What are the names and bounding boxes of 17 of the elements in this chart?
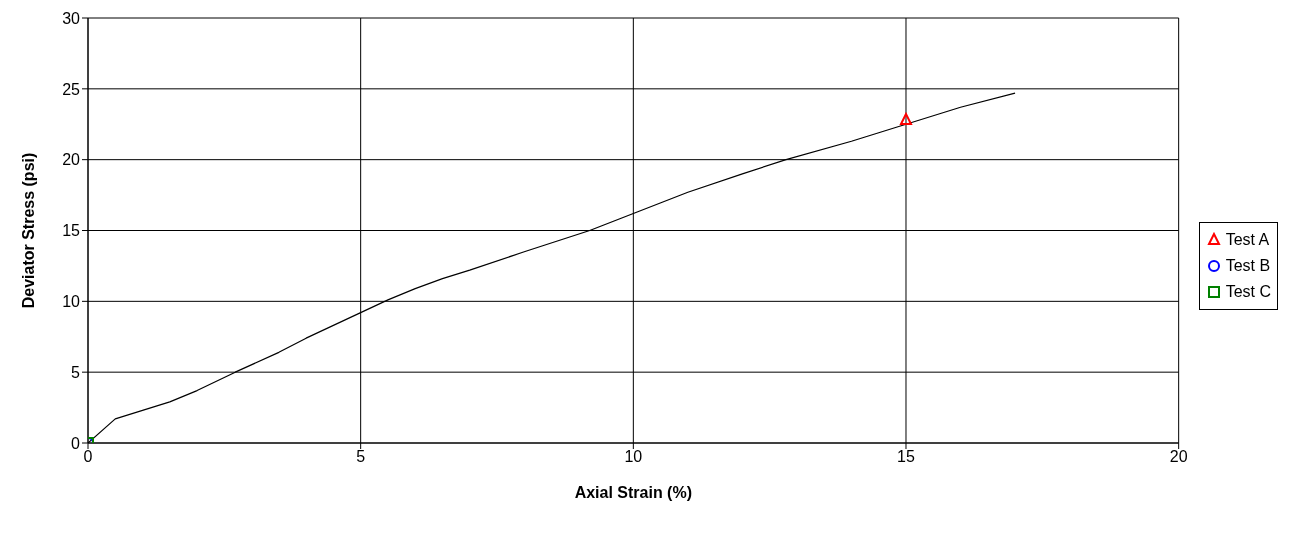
y-tick-label: 15 [62,222,81,240]
y-tick-label: 30 [62,9,81,27]
x-tick-label: 20 [1169,448,1188,466]
x-tick-label: 5 [356,448,366,466]
legend-label: Test C [1225,281,1271,302]
y-tick-label: 10 [62,293,81,311]
y-tick-label: 0 [71,434,81,452]
y-axis-title: Deviator Stress (psi) [19,152,37,309]
y-tick-label: 5 [71,363,81,381]
legend-label: Test B [1225,255,1271,276]
legend-label: Test A [1225,229,1270,250]
x-axis-title: Axial Strain (%) [574,484,693,501]
x-tick-label: 0 [83,448,93,466]
y-tick-label: 20 [62,151,81,169]
x-tick-label: 15 [897,448,915,466]
x-tick-label: 10 [624,448,643,466]
y-tick-label: 25 [62,80,81,98]
